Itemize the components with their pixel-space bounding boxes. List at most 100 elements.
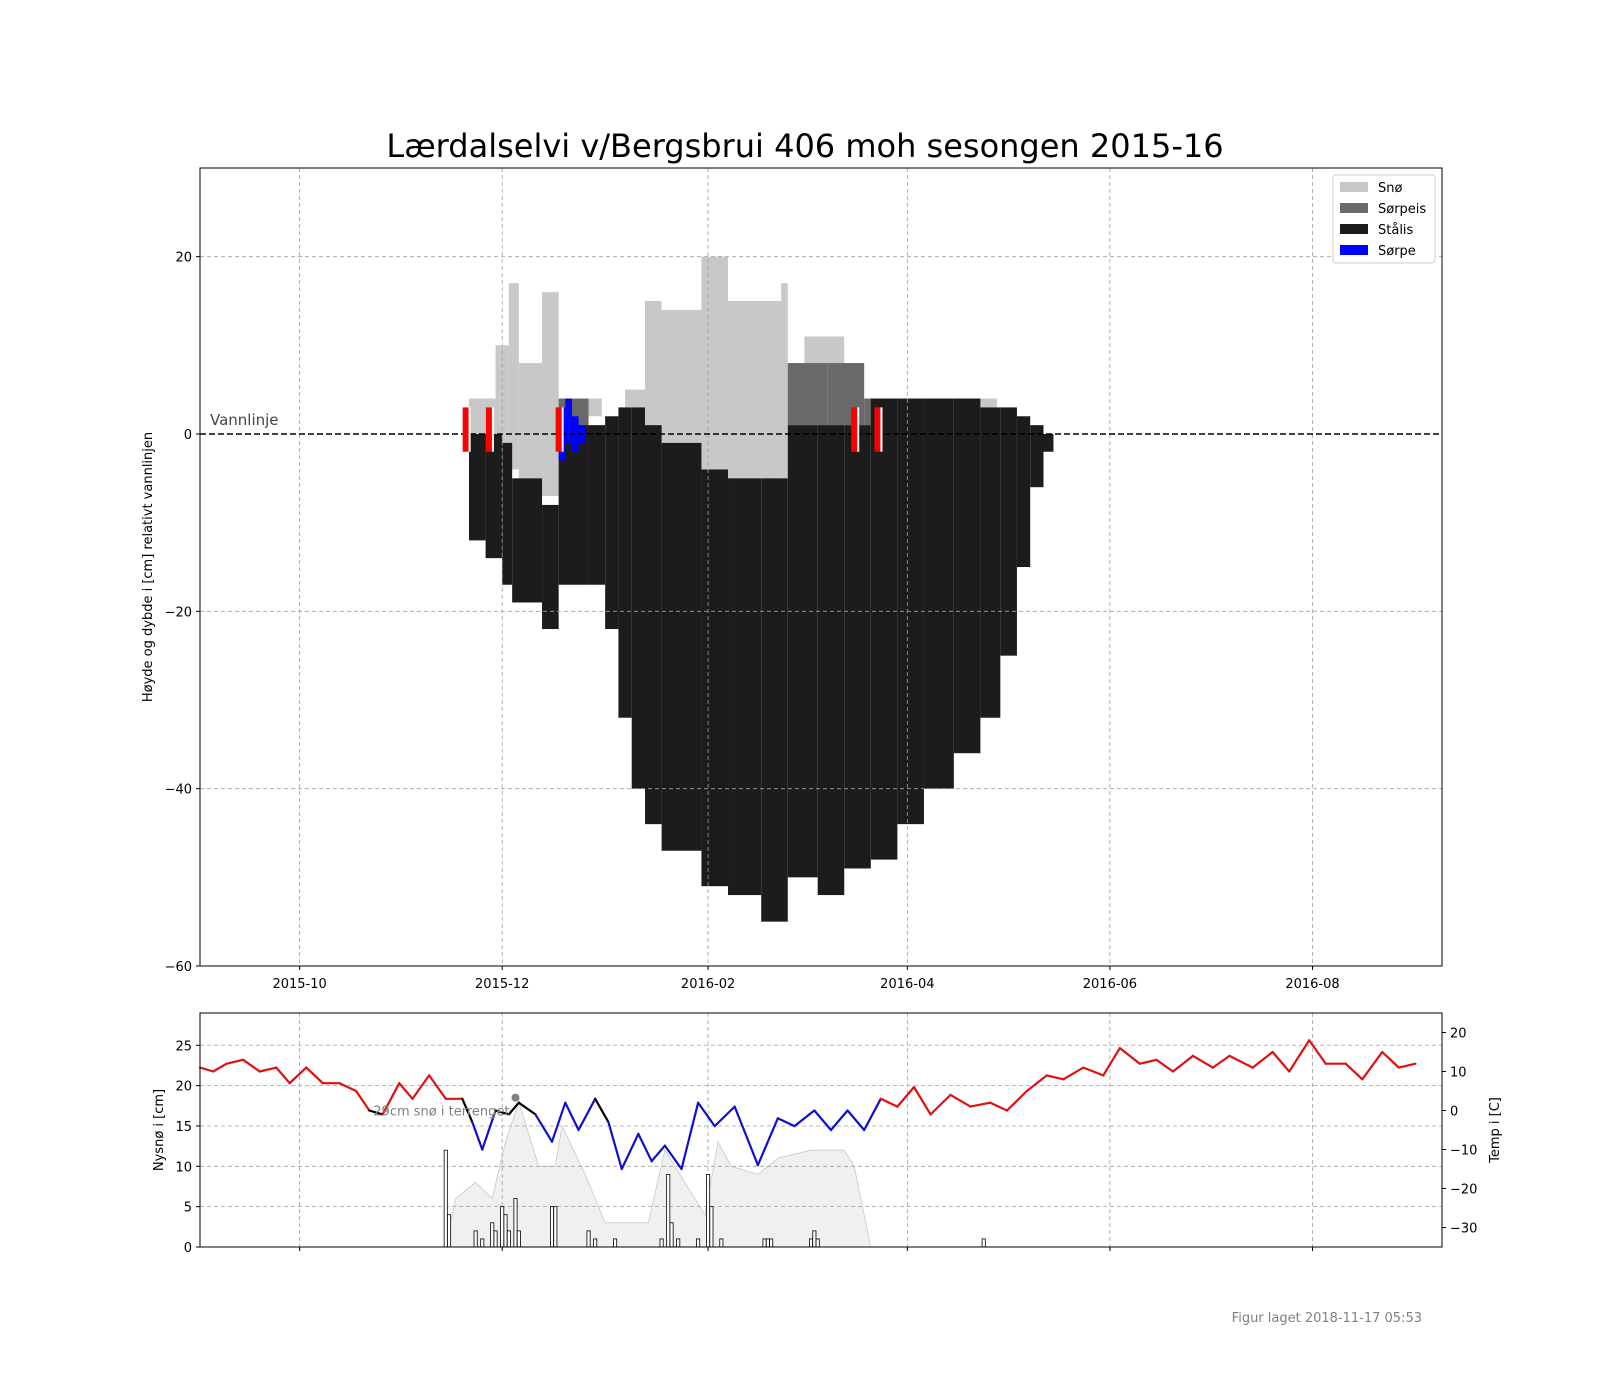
y-tick-label: 0 <box>184 428 192 443</box>
temperature-segment <box>1271 1050 1291 1073</box>
temperature-segment <box>989 1101 1009 1112</box>
new-snow-bar <box>586 1230 591 1248</box>
temperature-segment <box>879 1097 899 1108</box>
temperature-segment <box>288 1066 308 1085</box>
temperature-segment <box>912 1085 932 1116</box>
temperature-segment <box>1118 1046 1141 1065</box>
temperature-segment <box>1228 1054 1254 1069</box>
snow-bar <box>542 292 559 497</box>
new-snow-bar <box>493 1230 498 1248</box>
stalis-bar <box>870 398 898 860</box>
observation-marker <box>555 407 562 452</box>
x-tick-label: 2015-10 <box>272 977 326 992</box>
snow-depth-area <box>445 1100 872 1248</box>
temperature-segment <box>663 1144 683 1171</box>
temperature-segment <box>637 1132 653 1163</box>
stalis-bar <box>923 398 954 789</box>
legend-frame <box>1332 174 1436 264</box>
y-axis-label: Høyde og dybde i [cm] relativt vannlinje… <box>141 432 156 702</box>
temperature-segment <box>1025 1074 1048 1093</box>
snow-bar <box>518 363 543 479</box>
temperature-segment <box>398 1082 414 1100</box>
new-snow-bar <box>490 1222 495 1248</box>
temperature-segment <box>1102 1046 1121 1077</box>
temperature-segment <box>969 1101 992 1108</box>
legend-swatch-sorpeis <box>1340 203 1368 213</box>
stalis-bar <box>542 504 559 630</box>
temperature-segment <box>305 1066 324 1085</box>
snow-bar <box>661 309 702 443</box>
temperature-segment <box>896 1085 916 1108</box>
temperature-segment <box>1155 1058 1175 1073</box>
snow-bar <box>625 389 645 408</box>
temperature-segment <box>517 1101 537 1116</box>
y-axis-label-left: Nysnø i [cm] <box>152 1089 167 1171</box>
stalis-bar <box>512 478 543 603</box>
observation-marker <box>851 407 858 452</box>
temperature-segment <box>242 1058 261 1073</box>
temperature-segment <box>929 1093 952 1116</box>
x-tick-label: 2016-06 <box>1083 977 1137 992</box>
snow-annotation: 29cm snø i terrenget <box>373 1093 520 1119</box>
observation-marker <box>874 407 881 452</box>
y-tick-label: −40 <box>165 783 192 798</box>
new-snow-bar <box>503 1214 508 1248</box>
temperature-segment <box>1045 1074 1065 1081</box>
plot-frame <box>199 1012 1443 1248</box>
stalis-bar <box>817 425 845 896</box>
new-snow-bar <box>676 1238 681 1248</box>
grid-lines <box>200 1013 1442 1247</box>
new-snow-bar <box>709 1206 714 1248</box>
temperature-segment <box>733 1105 760 1167</box>
legend: Snø Sørpeis Stålis Sørpe <box>1332 174 1436 264</box>
temperature-segment <box>225 1058 245 1065</box>
temperature-segment <box>697 1101 716 1128</box>
new-snow-bar <box>762 1238 767 1248</box>
stalis-bar <box>761 478 788 922</box>
observation-marker-edge <box>561 407 564 452</box>
new-snow-bar <box>593 1238 598 1248</box>
temperature-segment <box>507 1101 520 1116</box>
temperature-segment <box>620 1132 640 1171</box>
observation-marker <box>462 407 469 452</box>
temperature-segment <box>494 1109 510 1116</box>
new-snow-bar <box>765 1238 770 1248</box>
sorpe-bar <box>571 416 579 452</box>
temperature-segment <box>793 1109 816 1128</box>
new-snow-bar <box>706 1173 711 1248</box>
observation-markers <box>462 407 883 452</box>
temperature-segment <box>1005 1089 1028 1112</box>
y-right-tick-label: 20 <box>1450 1027 1467 1042</box>
new-snow-bar <box>473 1230 478 1248</box>
legend-swatch-sno <box>1340 182 1368 192</box>
ice-thickness-chart: 20 0 −20 −40 −60 2015-10 2015-12 2016-02 2016-04… <box>141 167 1443 992</box>
temperature-segment <box>650 1144 667 1163</box>
legend-swatch-sorpe <box>1340 245 1368 255</box>
stalis-bar <box>701 469 729 887</box>
temperature-segment <box>212 1062 228 1073</box>
y-tick-label: −20 <box>165 605 192 620</box>
temperature-segment <box>1062 1066 1085 1081</box>
temperature-segment <box>713 1105 736 1128</box>
temperature-segment <box>1191 1054 1214 1069</box>
temperature-segment <box>1138 1058 1158 1065</box>
temperature-segment <box>1397 1062 1417 1069</box>
temperature-segment <box>829 1109 849 1132</box>
temperature-segment <box>258 1066 278 1073</box>
snow-bar <box>781 283 788 479</box>
new-snow-bar <box>506 1230 511 1248</box>
temperature-segment <box>338 1082 358 1093</box>
new-snow-bar <box>443 1149 448 1248</box>
temperature-segment <box>1251 1050 1274 1069</box>
y-tick-label: −60 <box>165 960 192 975</box>
new-snow-bar <box>669 1222 674 1248</box>
temperature-segment <box>813 1109 833 1132</box>
new-snow-bar <box>513 1198 518 1248</box>
temperature-segment <box>1082 1066 1105 1077</box>
snow-depth-annotation: 29cm snø i terrenget <box>373 1104 509 1119</box>
legend-label-sno: Snø <box>1378 181 1402 196</box>
new-snow-bar <box>480 1238 485 1248</box>
temperature-segment <box>949 1093 972 1108</box>
stalis-bar <box>502 442 513 585</box>
